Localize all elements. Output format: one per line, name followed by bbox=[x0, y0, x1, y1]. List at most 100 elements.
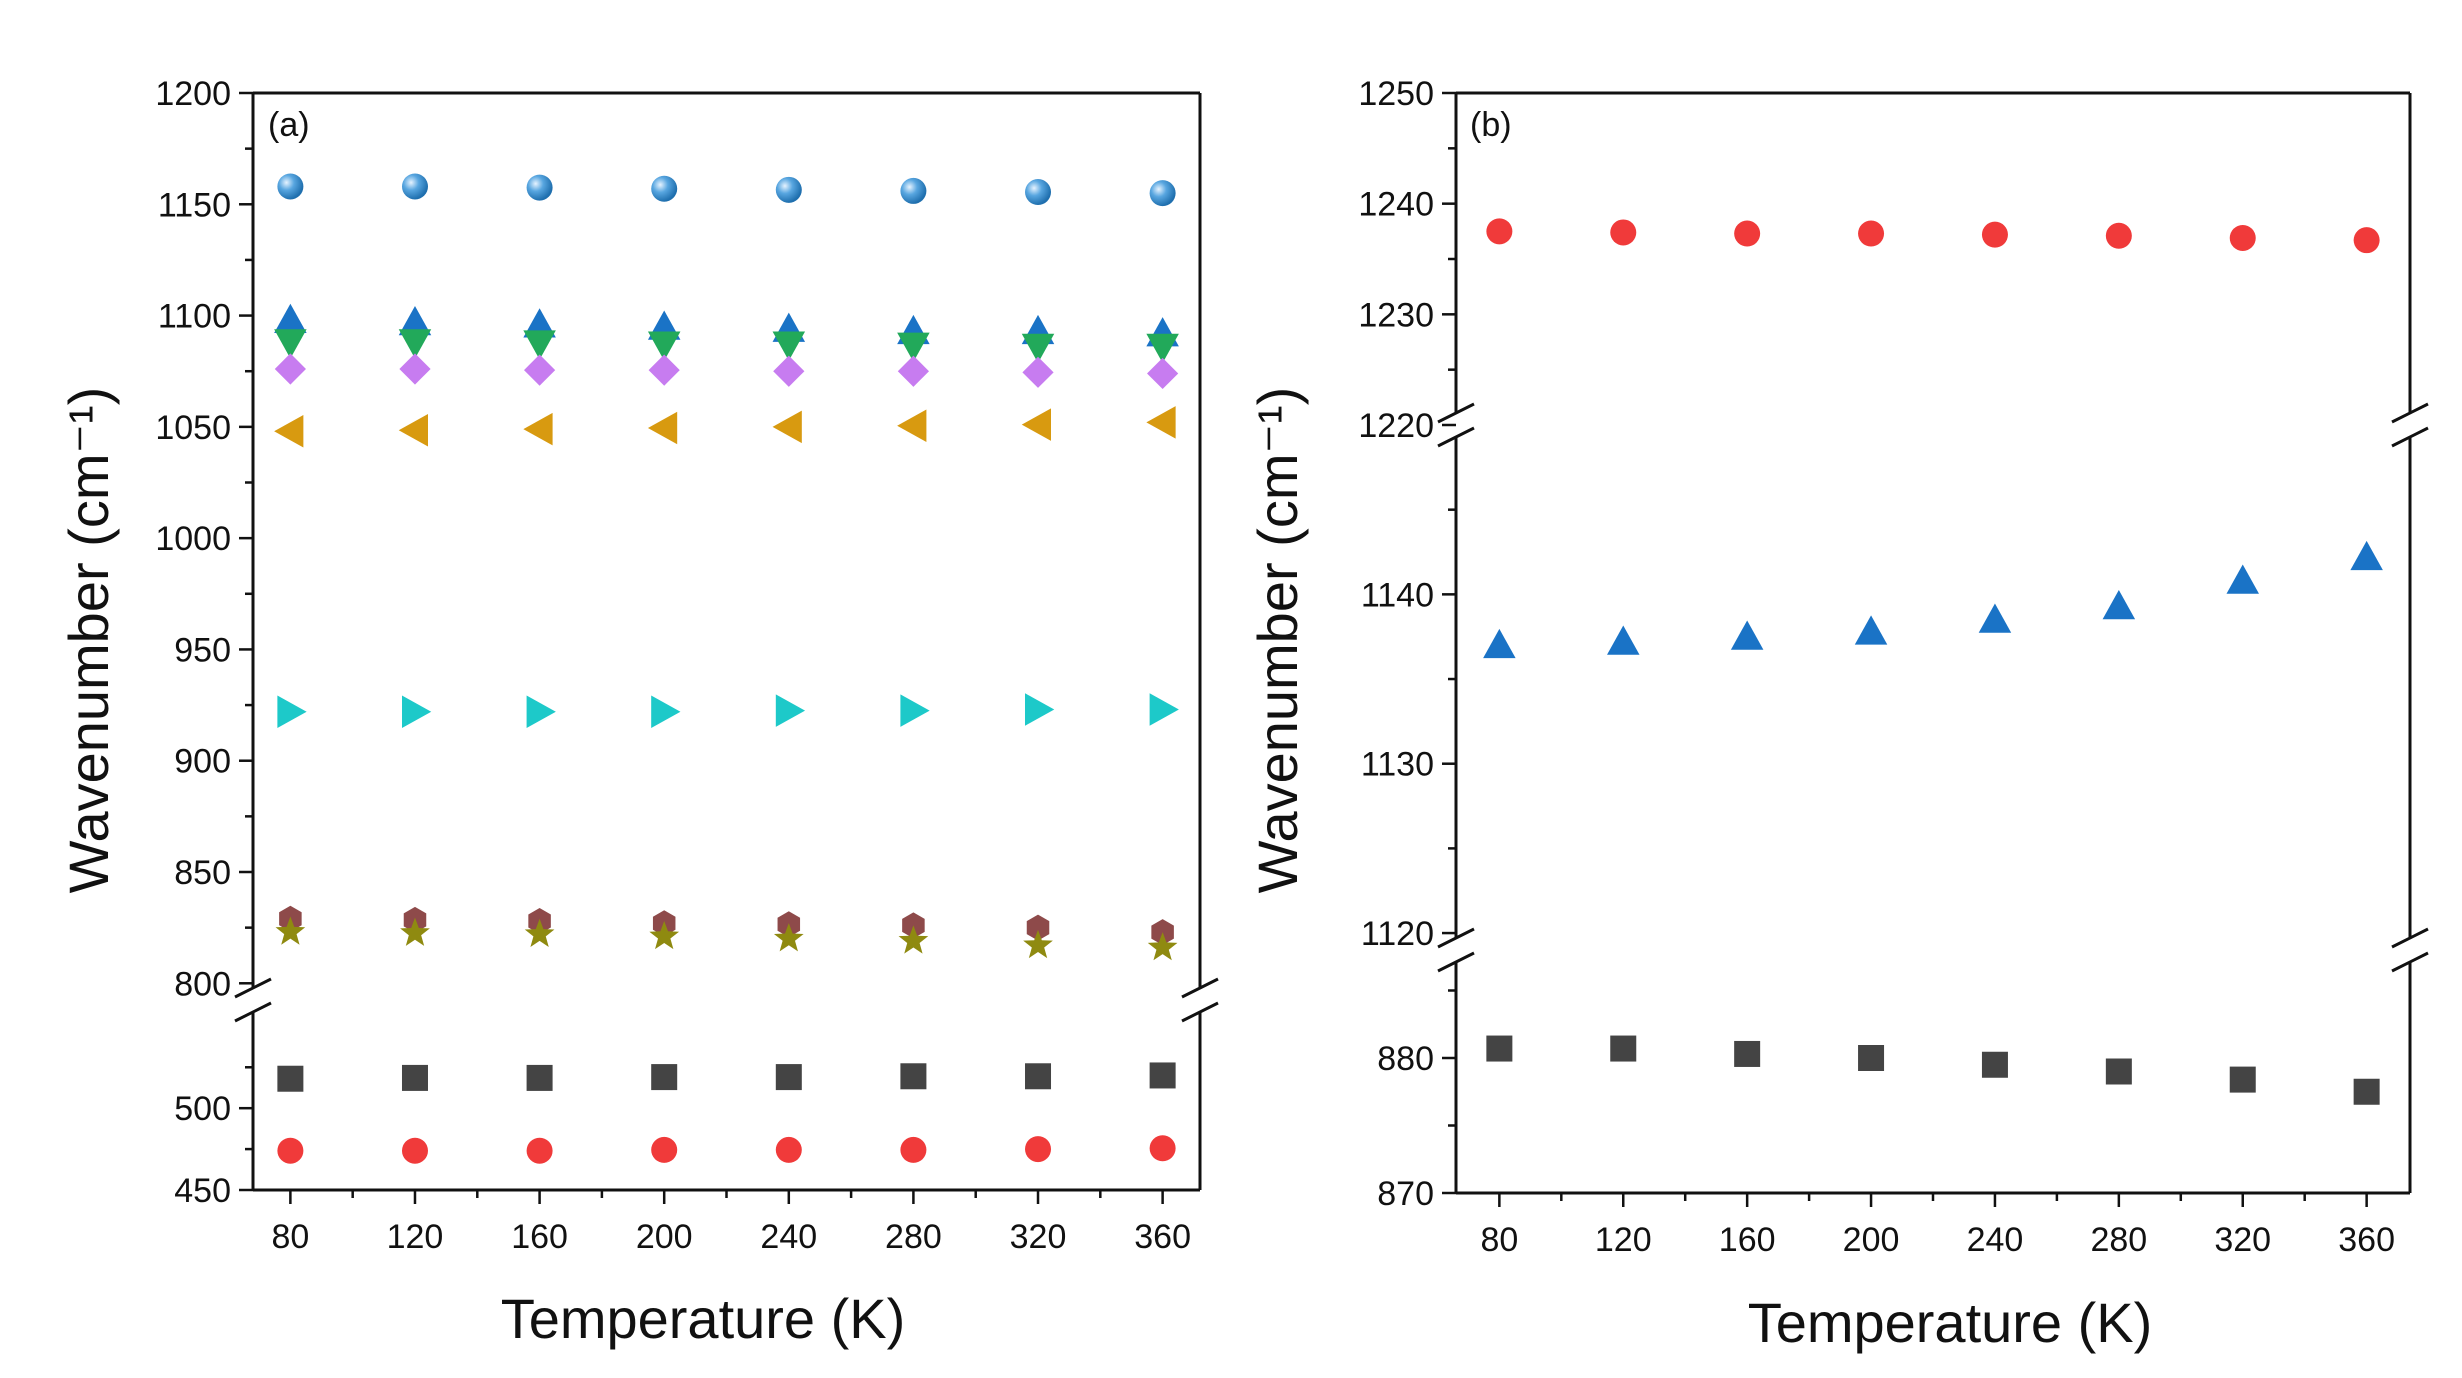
data-point-triangle-up bbox=[1483, 628, 1516, 659]
data-point-square bbox=[775, 1064, 802, 1091]
data-point-diamond bbox=[648, 354, 680, 386]
y-tick-label: 880 bbox=[1377, 1040, 1434, 1078]
data-point-sphere bbox=[526, 174, 553, 201]
data-point-circle bbox=[526, 1137, 553, 1164]
data-point-circle bbox=[1025, 1136, 1052, 1163]
data-point-star bbox=[1147, 932, 1178, 961]
axis-break-mark bbox=[234, 1001, 272, 1023]
data-point-square bbox=[526, 1064, 553, 1091]
data-point-triangle-down bbox=[523, 330, 556, 360]
data-point-square bbox=[2229, 1066, 2256, 1093]
y-tick-label: 1000 bbox=[155, 520, 231, 558]
data-point-triangle-up bbox=[2226, 564, 2259, 594]
data-point-triangle-up bbox=[2102, 589, 2136, 620]
data-point-triangle-right bbox=[526, 695, 556, 729]
data-point-star bbox=[773, 923, 804, 952]
y-tick-label: 450 bbox=[174, 1172, 231, 1210]
data-point-triangle-right bbox=[1149, 693, 1179, 726]
data-point-triangle-right bbox=[651, 695, 681, 729]
axis-break-mark bbox=[1181, 1001, 1219, 1023]
data-point-circle bbox=[1486, 218, 1513, 245]
data-point-triangle-down bbox=[1021, 333, 1055, 363]
data-point-square bbox=[1149, 1062, 1176, 1089]
panel-b-ticks: 870 880 1120 1130 1140 1220 1230 1240 1250 80 120 1… bbox=[1358, 75, 2395, 1259]
panel-a-points bbox=[274, 173, 1179, 1164]
data-point-triangle-left bbox=[274, 415, 304, 448]
x-tick-label: 280 bbox=[885, 1218, 942, 1256]
axis-break-mark bbox=[1181, 977, 1219, 999]
data-point-triangle-down bbox=[647, 331, 681, 361]
data-point-triangle-up bbox=[1730, 620, 1764, 650]
data-point-sphere bbox=[1149, 180, 1176, 207]
y-tick-label: 1230 bbox=[1358, 296, 1434, 334]
axis-break-mark bbox=[1437, 951, 1475, 973]
data-point-diamond bbox=[773, 355, 805, 387]
data-point-diamond bbox=[274, 353, 306, 385]
data-point-star bbox=[400, 917, 430, 946]
y-tick-label: 1130 bbox=[1361, 746, 1434, 784]
x-tick-label: 80 bbox=[1480, 1221, 1518, 1259]
axis-break-mark bbox=[2391, 927, 2429, 949]
y-tick-label: 900 bbox=[174, 743, 231, 781]
panel-b-label: (b) bbox=[1470, 106, 1512, 144]
data-point-square bbox=[1486, 1035, 1513, 1062]
panel-b-ylabel: Wavenumber (cm⁻¹) bbox=[1246, 387, 1309, 894]
x-tick-label: 120 bbox=[387, 1218, 444, 1256]
x-tick-label: 200 bbox=[1843, 1221, 1900, 1259]
data-point-diamond bbox=[1022, 356, 1054, 388]
axis-break-mark bbox=[1437, 927, 1475, 949]
data-point-triangle-up bbox=[1978, 603, 2012, 633]
data-point-sphere bbox=[277, 173, 304, 200]
x-tick-label: 240 bbox=[1967, 1221, 2024, 1259]
data-point-square bbox=[1025, 1063, 1052, 1090]
data-point-circle bbox=[900, 1136, 927, 1163]
data-point-triangle-left bbox=[1146, 406, 1176, 439]
panel-a-frame bbox=[234, 91, 1219, 1192]
panel-b-frame bbox=[1437, 91, 2429, 1195]
data-point-circle bbox=[277, 1137, 304, 1164]
data-point-star bbox=[898, 925, 929, 954]
panel-a-ticks: 450 500 800 850 900 950 1000 1050 1100 1150 1200 80… bbox=[155, 75, 1191, 1256]
x-tick-label: 80 bbox=[271, 1218, 309, 1256]
data-point-square bbox=[900, 1063, 927, 1090]
data-point-triangle-right bbox=[277, 695, 307, 729]
data-point-square bbox=[401, 1064, 428, 1091]
y-tick-label: 1140 bbox=[1361, 576, 1434, 614]
data-point-circle bbox=[2105, 222, 2132, 249]
data-point-square bbox=[2353, 1078, 2380, 1105]
x-tick-label: 160 bbox=[511, 1218, 568, 1256]
data-point-square bbox=[1858, 1045, 1885, 1071]
x-tick-label: 360 bbox=[2338, 1221, 2395, 1259]
axis-break-mark bbox=[1437, 426, 1475, 448]
data-point-circle bbox=[1149, 1135, 1176, 1162]
data-point-star bbox=[524, 918, 555, 947]
x-tick-label: 320 bbox=[2214, 1221, 2271, 1259]
data-point-triangle-right bbox=[401, 695, 432, 729]
data-point-triangle-down bbox=[1146, 333, 1179, 363]
y-tick-label: 1200 bbox=[155, 75, 231, 113]
data-point-triangle-down bbox=[274, 329, 307, 359]
data-point-triangle-down bbox=[897, 332, 930, 362]
data-point-triangle-right bbox=[1025, 693, 1055, 726]
data-point-circle bbox=[2229, 224, 2256, 251]
y-tick-label: 950 bbox=[174, 631, 231, 669]
data-point-triangle-left bbox=[772, 410, 802, 444]
data-point-hexagon bbox=[1026, 914, 1050, 941]
data-point-circle bbox=[651, 1136, 678, 1163]
y-tick-label: 1240 bbox=[1358, 186, 1434, 224]
data-point-square bbox=[2105, 1058, 2132, 1085]
panel-b-xlabel: Temperature (K) bbox=[1748, 1291, 2153, 1354]
panel-b: (b) Wavenumber (cm⁻¹) Temperature (K) 87… bbox=[1246, 75, 2429, 1354]
y-tick-label: 500 bbox=[174, 1090, 231, 1128]
data-point-square bbox=[651, 1064, 678, 1091]
axis-break-mark bbox=[2391, 951, 2429, 973]
axis-break-mark bbox=[2391, 402, 2429, 424]
data-point-triangle-left bbox=[897, 409, 927, 442]
y-tick-label: 1100 bbox=[158, 298, 231, 336]
data-point-sphere bbox=[900, 177, 927, 204]
axis-break-mark bbox=[1437, 402, 1475, 424]
axis-break-mark bbox=[2391, 426, 2429, 448]
data-point-star bbox=[275, 916, 306, 945]
y-tick-label: 1250 bbox=[1358, 75, 1434, 113]
x-tick-label: 160 bbox=[1719, 1221, 1776, 1259]
